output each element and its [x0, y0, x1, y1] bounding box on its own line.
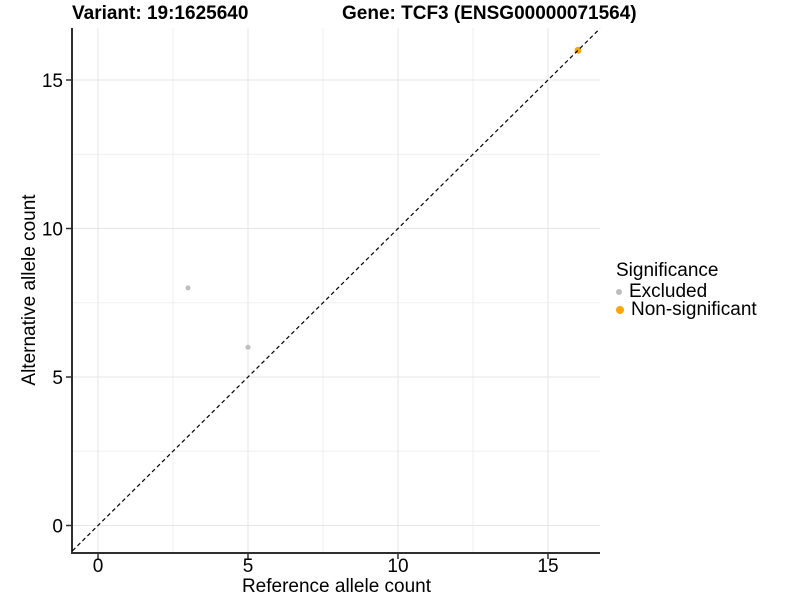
y-tick-label: 10 [42, 220, 63, 241]
excluded-point-icon [616, 289, 622, 295]
variant-title: Variant: 19:1625640 [72, 3, 249, 24]
y-tick-label: 15 [42, 71, 63, 92]
data-point-excluded [185, 285, 191, 291]
y-tick-label: 5 [52, 368, 63, 389]
y-axis-label: Alternative allele count [19, 194, 40, 386]
non-significant-point-icon [616, 306, 624, 314]
legend-item-label: Excluded [629, 281, 708, 302]
legend-item-excluded: Excluded [616, 281, 757, 302]
legend: Significance Excluded Non-significant [616, 260, 757, 320]
legend-item-label: Non-significant [631, 299, 757, 320]
x-tick-label: 5 [243, 556, 254, 577]
identity-line [72, 28, 601, 552]
x-tick-label: 15 [537, 556, 558, 577]
legend-item-non-significant: Non-significant [616, 299, 757, 320]
x-axis-label: Reference allele count [241, 576, 432, 597]
x-tick-label: 10 [387, 556, 408, 577]
x-tick-label: 0 [93, 556, 104, 577]
legend-title: Significance [616, 260, 719, 281]
data-point-excluded [245, 344, 251, 350]
y-tick-label: 0 [52, 517, 63, 538]
gene-title: Gene: TCF3 (ENSG00000071564) [342, 3, 637, 24]
